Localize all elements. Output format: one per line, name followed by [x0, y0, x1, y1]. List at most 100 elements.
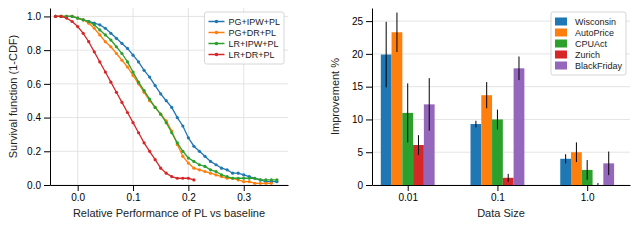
tick-label: 0.2 [182, 192, 196, 203]
tick-label: 0.1 [127, 192, 141, 203]
bar [471, 124, 482, 185]
y-axis: 0.0 0.2 0.4 0.6 0.8 1.0 [27, 9, 50, 191]
error-bar [386, 22, 387, 88]
point [109, 45, 112, 48]
point [54, 15, 57, 18]
point [65, 17, 68, 20]
point [259, 182, 262, 185]
grid-line [50, 117, 288, 118]
grid-line [50, 185, 288, 186]
point [181, 155, 184, 158]
legend-box [204, 12, 284, 64]
y-tick: 0.2 [27, 146, 50, 157]
point [181, 124, 184, 127]
point [137, 81, 140, 84]
point [93, 27, 96, 30]
point [104, 40, 107, 43]
point [98, 60, 101, 63]
tick-label: 0 [357, 180, 363, 191]
point [87, 20, 90, 23]
grid [50, 8, 288, 185]
point [76, 17, 79, 20]
point [181, 150, 184, 153]
legend-swatch [555, 40, 567, 48]
point [275, 178, 278, 181]
tick-mark [44, 185, 50, 186]
point [59, 15, 62, 18]
y-tick: 25 [352, 16, 372, 27]
point [154, 84, 157, 87]
error-bar [576, 142, 577, 162]
point [259, 178, 262, 181]
error-bar [587, 160, 588, 180]
tick-mark [78, 185, 79, 191]
point [148, 97, 151, 100]
y-axis-line [372, 9, 373, 186]
point [104, 70, 107, 73]
point [220, 167, 223, 170]
point [115, 91, 118, 94]
x-axis-title: Relative Performance of PL vs baseline [73, 207, 265, 219]
point [142, 69, 145, 72]
error-bar [429, 78, 430, 130]
tick-mark [366, 54, 372, 55]
point [214, 173, 217, 176]
point [198, 168, 201, 171]
y-tick: 0.6 [27, 79, 50, 90]
point [192, 178, 195, 181]
legend-swatch [215, 31, 219, 35]
x-tick: 1.0 [581, 185, 595, 203]
tick-mark [366, 119, 372, 120]
point [82, 18, 85, 21]
y-axis-title: Survival function (1-CDF) [7, 35, 19, 158]
point [198, 163, 201, 166]
legend: WisconsinAutoPriceCPUActZurichBlackFrida… [551, 12, 626, 75]
tick-mark [44, 50, 50, 51]
point [165, 121, 168, 124]
tick-mark [188, 185, 189, 191]
y-tick: 0.8 [27, 45, 50, 56]
point [187, 156, 190, 159]
tick-label: 0.4 [27, 112, 41, 123]
point [220, 173, 223, 176]
error-bar [407, 83, 408, 142]
y-tick: 20 [352, 49, 372, 60]
point [71, 15, 74, 18]
legend-swatch [555, 51, 567, 59]
point [248, 177, 251, 180]
point [159, 113, 162, 116]
tick-label: 0.0 [27, 180, 41, 191]
point [120, 52, 123, 55]
grid-line [50, 151, 288, 152]
x-tick: 0.1 [491, 185, 505, 203]
x-axis: 0.00.10.20.3 [51, 185, 289, 203]
point [120, 101, 123, 104]
x-tick: 0.2 [182, 185, 196, 203]
error-bar [497, 110, 498, 130]
tick-mark [366, 87, 372, 88]
x-axis-line [51, 185, 289, 186]
point [192, 160, 195, 163]
y-tick: 0.4 [27, 112, 50, 123]
plot-area [381, 13, 614, 185]
point [98, 28, 101, 31]
point [165, 172, 168, 175]
point [59, 15, 62, 18]
tick-mark [408, 185, 409, 191]
point [87, 20, 90, 23]
tick-mark [44, 84, 50, 85]
tick-label: 25 [352, 16, 364, 27]
tick-mark [366, 152, 372, 153]
y-tick: 1.0 [27, 11, 50, 22]
point [231, 177, 234, 180]
legend-label: AutoPrice [575, 28, 614, 38]
point [154, 106, 157, 109]
point [192, 145, 195, 148]
point [54, 15, 57, 18]
point [109, 38, 112, 41]
legend-label: PG+DR+PL [228, 28, 276, 38]
point [209, 172, 212, 175]
legend-swatch [555, 62, 567, 70]
point [148, 76, 151, 79]
point [71, 15, 74, 18]
